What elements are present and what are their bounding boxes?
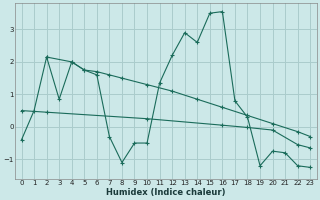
X-axis label: Humidex (Indice chaleur): Humidex (Indice chaleur) (106, 188, 226, 197)
